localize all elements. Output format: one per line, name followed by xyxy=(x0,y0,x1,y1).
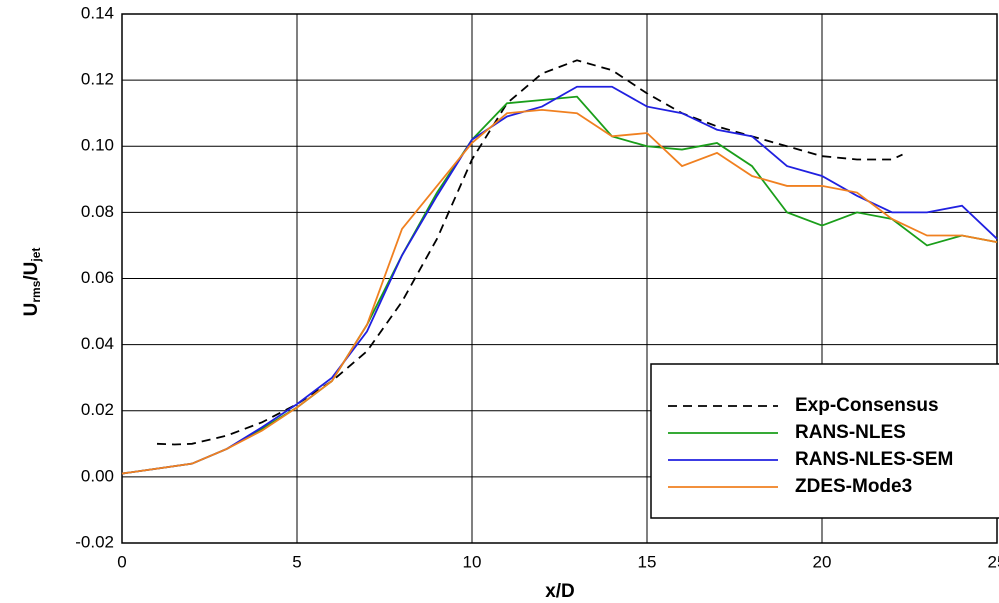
legend-label: ZDES-Mode3 xyxy=(795,476,912,497)
x-tick-label: 25 xyxy=(988,552,999,571)
series-line xyxy=(121,95,998,475)
plot-frame xyxy=(121,13,998,544)
x-tick-label: 20 xyxy=(813,552,832,571)
y-tick-label: 0.06 xyxy=(81,268,114,287)
x-axis-label: x/D xyxy=(545,581,575,602)
y-tick-label: 0.10 xyxy=(81,136,114,155)
y-label-part: rms xyxy=(29,280,43,302)
x-tick-label: 15 xyxy=(638,552,657,571)
legend-label: Exp-Consensus xyxy=(795,395,939,416)
y-tick-label: 0.12 xyxy=(81,70,114,89)
x-tick-label: 0 xyxy=(117,552,126,571)
y-tick-label: 0.14 xyxy=(81,3,114,22)
legend-box xyxy=(650,363,999,519)
y-tick-label: 0.04 xyxy=(81,334,114,353)
y-tick-label: 0.08 xyxy=(81,202,114,221)
x-tick-label: 10 xyxy=(463,552,482,571)
y-label-part: jet xyxy=(29,248,43,263)
y-tick-label: 0.00 xyxy=(81,466,114,485)
series-line xyxy=(121,108,998,475)
y-axis-label: Urms/Ujet xyxy=(21,248,43,317)
series-line xyxy=(121,85,998,475)
y-tick-label: 0.02 xyxy=(81,400,114,419)
y-label-part: /U xyxy=(21,262,42,281)
y-tick-label: -0.02 xyxy=(75,532,114,551)
x-tick-label: 5 xyxy=(292,552,301,571)
legend-label: RANS-NLES-SEM xyxy=(795,449,953,470)
series-line xyxy=(156,59,903,446)
y-label-part: U xyxy=(21,303,42,317)
legend-label: RANS-NLES xyxy=(795,422,906,443)
